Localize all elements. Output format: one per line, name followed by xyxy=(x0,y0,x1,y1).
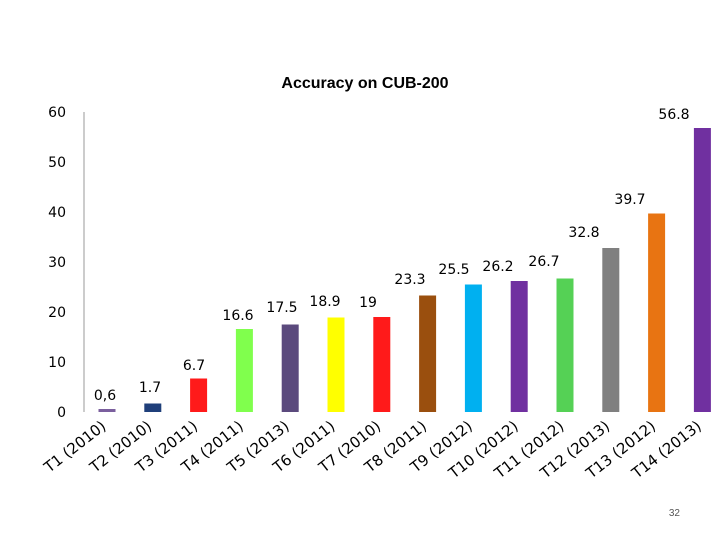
y-tick-label: 10 xyxy=(48,355,66,371)
y-tick-label: 0 xyxy=(57,405,66,421)
bar xyxy=(98,409,116,412)
page-number: 32 xyxy=(668,508,680,519)
value-label: 17.5 xyxy=(266,300,297,316)
bar xyxy=(602,248,620,412)
y-tick-label: 30 xyxy=(48,255,66,271)
bar xyxy=(235,329,253,412)
value-label: 26.7 xyxy=(528,254,559,270)
bar xyxy=(510,281,528,412)
value-labels: 0,6 1.7 6.7 16.6 17.5 18.9 19 23.3 25.5 26.2 26.7 3… xyxy=(94,107,690,404)
y-tick-label: 60 xyxy=(48,105,66,121)
value-label: 6.7 xyxy=(183,358,205,374)
bar xyxy=(648,213,666,412)
value-label: 16.6 xyxy=(222,308,253,324)
value-label: 23.3 xyxy=(394,272,425,288)
value-label: 26.2 xyxy=(482,259,513,275)
bar xyxy=(327,317,345,412)
value-label: 18.9 xyxy=(309,294,340,310)
bar xyxy=(373,317,391,412)
chart-title: Accuracy on CUB-200 xyxy=(281,75,448,92)
value-label: 0,6 xyxy=(94,388,116,404)
bar xyxy=(419,295,437,412)
value-label: 39.7 xyxy=(614,192,645,208)
bars xyxy=(98,128,711,412)
y-tick-label: 50 xyxy=(48,155,66,171)
value-label: 56.8 xyxy=(658,107,689,123)
bar xyxy=(281,324,299,412)
value-label: 32.8 xyxy=(568,225,599,241)
y-tick-label: 20 xyxy=(48,305,66,321)
bar xyxy=(693,128,711,412)
bar xyxy=(464,284,482,412)
bar xyxy=(190,378,208,412)
value-label: 25.5 xyxy=(438,262,469,278)
value-label: 19 xyxy=(359,295,377,311)
value-label: 1.7 xyxy=(139,380,161,396)
y-axis-ticks: 0 10 20 30 40 50 60 xyxy=(48,105,66,421)
bar xyxy=(556,278,574,412)
y-tick-label: 40 xyxy=(48,205,66,221)
bar xyxy=(144,403,162,412)
x-axis-labels: T1 (2010)T2 (2010)T3 (2011)T4 (2011)T5 (… xyxy=(40,417,705,483)
